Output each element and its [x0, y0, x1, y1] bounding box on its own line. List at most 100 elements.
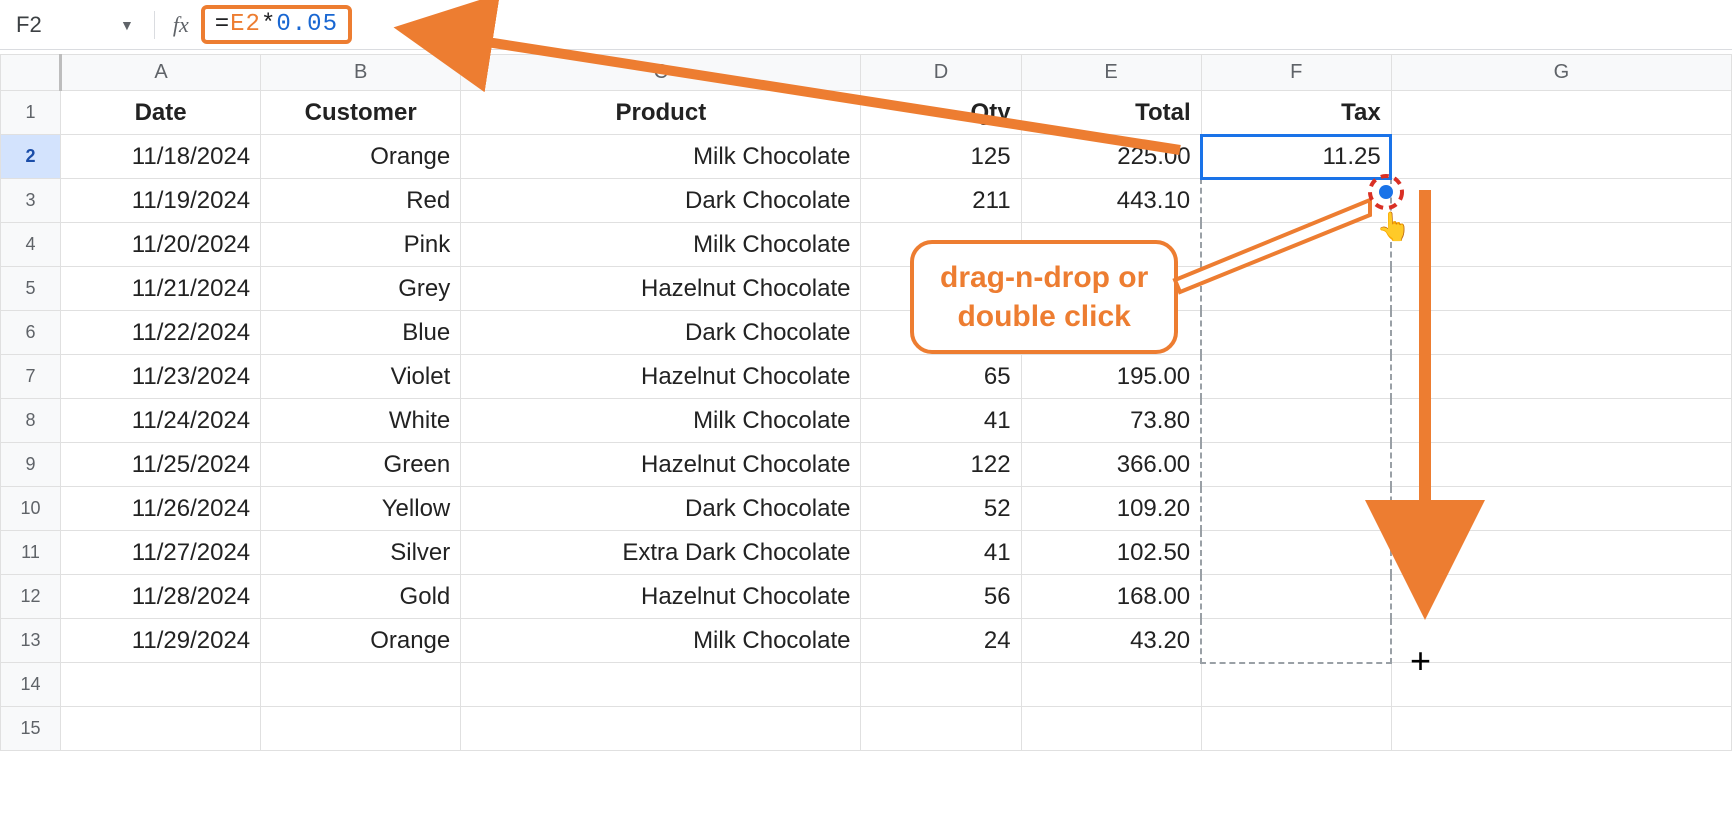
- formula-input[interactable]: =E2*0.05: [201, 5, 352, 44]
- cell-E14[interactable]: [1021, 663, 1201, 707]
- cell-C5[interactable]: Hazelnut Chocolate: [461, 267, 861, 311]
- cell-F7[interactable]: [1201, 355, 1391, 399]
- cell-G5[interactable]: [1391, 267, 1731, 311]
- cell-A9[interactable]: 11/25/2024: [61, 443, 261, 487]
- cell-C2[interactable]: Milk Chocolate: [461, 135, 861, 179]
- col-header-D[interactable]: D: [861, 55, 1021, 91]
- cell-A5[interactable]: 11/21/2024: [61, 267, 261, 311]
- row-header[interactable]: 8: [1, 399, 61, 443]
- row-header[interactable]: 14: [1, 663, 61, 707]
- cell-E12[interactable]: 168.00: [1021, 575, 1201, 619]
- cell-G9[interactable]: [1391, 443, 1731, 487]
- cell-G6[interactable]: [1391, 311, 1731, 355]
- row-header[interactable]: 13: [1, 619, 61, 663]
- cell-B14[interactable]: [261, 663, 461, 707]
- cell-B15[interactable]: [261, 707, 461, 751]
- cell-G15[interactable]: [1391, 707, 1731, 751]
- cell-A11[interactable]: 11/27/2024: [61, 531, 261, 575]
- cell-F13[interactable]: [1201, 619, 1391, 663]
- cell-G8[interactable]: [1391, 399, 1731, 443]
- row-header[interactable]: 5: [1, 267, 61, 311]
- cell-E10[interactable]: 109.20: [1021, 487, 1201, 531]
- row-header[interactable]: 4: [1, 223, 61, 267]
- cell-F3[interactable]: [1201, 179, 1391, 223]
- cell-C6[interactable]: Dark Chocolate: [461, 311, 861, 355]
- cell-C11[interactable]: Extra Dark Chocolate: [461, 531, 861, 575]
- cell-B13[interactable]: Orange: [261, 619, 461, 663]
- cell-F15[interactable]: [1201, 707, 1391, 751]
- cell-C10[interactable]: Dark Chocolate: [461, 487, 861, 531]
- row-header[interactable]: 9: [1, 443, 61, 487]
- cell-D9[interactable]: 122: [861, 443, 1021, 487]
- cell-F2[interactable]: 11.25: [1201, 135, 1391, 179]
- cell-A3[interactable]: 11/19/2024: [61, 179, 261, 223]
- name-box[interactable]: [10, 8, 120, 42]
- cell-C7[interactable]: Hazelnut Chocolate: [461, 355, 861, 399]
- cell-B3[interactable]: Red: [261, 179, 461, 223]
- cell-D13[interactable]: 24: [861, 619, 1021, 663]
- row-header[interactable]: 10: [1, 487, 61, 531]
- cell-D2[interactable]: 125: [861, 135, 1021, 179]
- cell-B1[interactable]: Customer: [261, 91, 461, 135]
- cell-A13[interactable]: 11/29/2024: [61, 619, 261, 663]
- row-header[interactable]: 2: [1, 135, 61, 179]
- cell-B8[interactable]: White: [261, 399, 461, 443]
- cell-C14[interactable]: [461, 663, 861, 707]
- cell-F8[interactable]: [1201, 399, 1391, 443]
- cell-D14[interactable]: [861, 663, 1021, 707]
- cell-E9[interactable]: 366.00: [1021, 443, 1201, 487]
- cell-A15[interactable]: [61, 707, 261, 751]
- cell-B10[interactable]: Yellow: [261, 487, 461, 531]
- col-header-G[interactable]: G: [1391, 55, 1731, 91]
- cell-F4[interactable]: [1201, 223, 1391, 267]
- cell-D3[interactable]: 211: [861, 179, 1021, 223]
- cell-F10[interactable]: [1201, 487, 1391, 531]
- cell-A12[interactable]: 11/28/2024: [61, 575, 261, 619]
- cell-G7[interactable]: [1391, 355, 1731, 399]
- cell-G14[interactable]: [1391, 663, 1731, 707]
- cell-F12[interactable]: [1201, 575, 1391, 619]
- cell-C3[interactable]: Dark Chocolate: [461, 179, 861, 223]
- cell-B12[interactable]: Gold: [261, 575, 461, 619]
- cell-D7[interactable]: 65: [861, 355, 1021, 399]
- cell-A1[interactable]: Date: [61, 91, 261, 135]
- cell-A7[interactable]: 11/23/2024: [61, 355, 261, 399]
- cell-D10[interactable]: 52: [861, 487, 1021, 531]
- row-header[interactable]: 1: [1, 91, 61, 135]
- cell-C8[interactable]: Milk Chocolate: [461, 399, 861, 443]
- row-header[interactable]: 6: [1, 311, 61, 355]
- cell-D15[interactable]: [861, 707, 1021, 751]
- cell-D8[interactable]: 41: [861, 399, 1021, 443]
- cell-G4[interactable]: [1391, 223, 1731, 267]
- cell-E1[interactable]: Total: [1021, 91, 1201, 135]
- cell-E3[interactable]: 443.10: [1021, 179, 1201, 223]
- cell-C13[interactable]: Milk Chocolate: [461, 619, 861, 663]
- cell-G3[interactable]: [1391, 179, 1731, 223]
- cell-B11[interactable]: Silver: [261, 531, 461, 575]
- cell-E2[interactable]: 225.00: [1021, 135, 1201, 179]
- cell-B2[interactable]: Orange: [261, 135, 461, 179]
- col-header-F[interactable]: F: [1201, 55, 1391, 91]
- cell-E13[interactable]: 43.20: [1021, 619, 1201, 663]
- cell-A14[interactable]: [61, 663, 261, 707]
- cell-E7[interactable]: 195.00: [1021, 355, 1201, 399]
- cell-C4[interactable]: Milk Chocolate: [461, 223, 861, 267]
- cell-A4[interactable]: 11/20/2024: [61, 223, 261, 267]
- cell-F5[interactable]: [1201, 267, 1391, 311]
- cell-F1[interactable]: Tax: [1201, 91, 1391, 135]
- cell-G10[interactable]: [1391, 487, 1731, 531]
- row-header[interactable]: 15: [1, 707, 61, 751]
- cell-G13[interactable]: [1391, 619, 1731, 663]
- cell-E8[interactable]: 73.80: [1021, 399, 1201, 443]
- col-header-B[interactable]: B: [261, 55, 461, 91]
- cell-B6[interactable]: Blue: [261, 311, 461, 355]
- cell-F11[interactable]: [1201, 531, 1391, 575]
- select-all-corner[interactable]: [1, 55, 61, 91]
- row-header[interactable]: 7: [1, 355, 61, 399]
- col-header-C[interactable]: C: [461, 55, 861, 91]
- cell-G1[interactable]: [1391, 91, 1731, 135]
- cell-G2[interactable]: [1391, 135, 1731, 179]
- cell-A6[interactable]: 11/22/2024: [61, 311, 261, 355]
- name-box-dropdown-icon[interactable]: ▼: [120, 17, 134, 33]
- cell-G11[interactable]: [1391, 531, 1731, 575]
